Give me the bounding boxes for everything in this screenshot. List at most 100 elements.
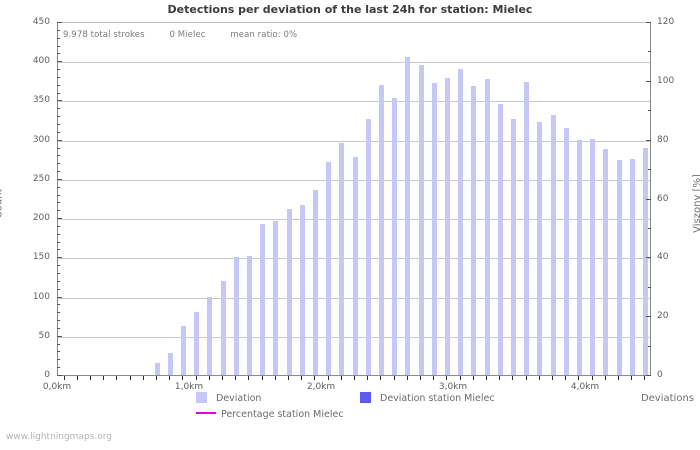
bar bbox=[339, 142, 345, 375]
x-axis-tick bbox=[565, 376, 567, 380]
y-axis-minor-tick bbox=[57, 53, 60, 55]
y-axis-left-tick-label: 150 bbox=[32, 252, 50, 263]
bar bbox=[524, 82, 530, 375]
y-axis-minor-tick bbox=[57, 320, 60, 322]
x-axis-tick bbox=[169, 376, 171, 380]
x-axis-tick bbox=[274, 376, 276, 380]
y2-axis-minor-tick bbox=[648, 169, 651, 171]
y-axis-major-tick bbox=[57, 100, 62, 102]
y-axis-minor-tick bbox=[57, 147, 60, 149]
legend-line-swatch bbox=[196, 412, 216, 414]
x-axis-tick bbox=[340, 376, 342, 380]
bar bbox=[497, 104, 503, 375]
legend-item[interactable]: Deviation station Mielec bbox=[360, 392, 495, 404]
y-axis-right-tick-label: 100 bbox=[657, 75, 675, 86]
bar bbox=[484, 79, 490, 375]
bar bbox=[154, 363, 160, 375]
x-axis-tick bbox=[354, 376, 355, 380]
y-axis-major-tick bbox=[57, 375, 62, 376]
x-axis-tick bbox=[248, 376, 250, 380]
x-axis-tick bbox=[208, 376, 210, 380]
y-axis-minor-tick bbox=[57, 359, 60, 361]
x-axis-tick bbox=[76, 376, 78, 380]
y-axis-minor-tick bbox=[57, 367, 60, 369]
bar bbox=[378, 84, 384, 375]
y-axis-minor-tick bbox=[57, 288, 60, 290]
y-axis-minor-tick bbox=[57, 241, 60, 243]
x-axis-tick bbox=[314, 376, 316, 380]
x-axis-tick bbox=[486, 376, 487, 380]
bar bbox=[537, 121, 543, 375]
x-axis-tick-label: 0,0km bbox=[42, 382, 72, 392]
y-axis-major-tick bbox=[57, 22, 62, 23]
bar bbox=[458, 69, 464, 375]
y-axis-minor-tick bbox=[57, 163, 60, 165]
bar bbox=[563, 127, 569, 375]
gridline bbox=[58, 140, 650, 142]
legend-label: Deviation bbox=[216, 393, 262, 404]
x-axis-tick bbox=[327, 376, 329, 380]
x-axis-tick bbox=[116, 376, 118, 380]
x-axis-tick bbox=[380, 376, 382, 380]
y-axis-left-tick-label: 0 bbox=[44, 370, 50, 380]
y-axis-right-tick-label: 120 bbox=[657, 17, 675, 27]
y-axis-right-tick-label: 0 bbox=[657, 370, 663, 380]
x-axis-tick bbox=[525, 376, 527, 380]
legend-item[interactable]: Percentage station Mielec bbox=[196, 409, 344, 420]
bar bbox=[194, 312, 200, 375]
y-axis-left-tick-label: 300 bbox=[32, 134, 50, 145]
x-axis-tick bbox=[459, 376, 461, 380]
y-axis-right-tick-label: 60 bbox=[657, 193, 669, 204]
y-axis-minor-tick bbox=[57, 233, 60, 235]
y-axis-minor-tick bbox=[57, 273, 60, 275]
y2-axis-minor-tick bbox=[648, 110, 651, 112]
y-axis-minor-tick bbox=[57, 280, 60, 282]
y-axis-minor-tick bbox=[57, 202, 60, 204]
x-axis-tick bbox=[433, 376, 435, 380]
y2-axis-minor-tick bbox=[648, 345, 651, 347]
y2-axis-major-tick bbox=[646, 139, 651, 141]
legend-item[interactable]: Deviation bbox=[196, 392, 261, 404]
annotation-station-count: 0 Mielec bbox=[169, 30, 206, 40]
y-axis-minor-tick bbox=[57, 304, 60, 306]
y-axis-major-tick bbox=[57, 218, 62, 220]
annotation-mean-ratio: mean ratio: 0% bbox=[230, 30, 298, 40]
y-axis-minor-tick bbox=[57, 69, 60, 71]
y-axis-major-tick bbox=[57, 335, 62, 337]
y-axis-minor-tick bbox=[57, 171, 60, 173]
y-axis-major-tick bbox=[57, 257, 62, 259]
y-axis-right-tick-label: 80 bbox=[657, 134, 669, 145]
y-axis-left-tick-label: 450 bbox=[32, 17, 50, 27]
x-axis-tick bbox=[578, 376, 580, 380]
y-axis-minor-tick bbox=[57, 194, 60, 196]
y-axis-left-tick-label: 100 bbox=[32, 291, 50, 302]
bar bbox=[392, 98, 398, 375]
x-axis-tick bbox=[644, 376, 646, 380]
bar bbox=[299, 204, 305, 375]
x-axis-tick bbox=[235, 376, 237, 380]
x-axis-tick bbox=[472, 376, 474, 380]
gridline bbox=[58, 62, 650, 64]
y-axis-minor-tick bbox=[57, 265, 60, 267]
y-axis-left-title: Count bbox=[0, 188, 5, 219]
x-axis-tick-label: 1,0km bbox=[174, 382, 204, 392]
bar bbox=[326, 162, 332, 375]
y-axis-left-tick-label: 50 bbox=[38, 330, 50, 341]
bar bbox=[365, 118, 371, 375]
y2-axis-minor-tick bbox=[648, 51, 651, 53]
x-axis-title: Deviations bbox=[640, 393, 694, 404]
plot-area bbox=[57, 22, 651, 375]
bar bbox=[286, 209, 292, 375]
y-axis-major-tick bbox=[57, 139, 62, 141]
y-axis-minor-tick bbox=[57, 45, 60, 47]
y-axis-minor-tick bbox=[57, 186, 60, 188]
y-axis-minor-tick bbox=[57, 108, 60, 110]
y-axis-minor-tick bbox=[57, 249, 60, 251]
y-axis-minor-tick bbox=[57, 37, 60, 39]
y2-axis-major-tick bbox=[646, 22, 651, 23]
bar bbox=[273, 221, 279, 375]
y-axis-major-tick bbox=[57, 61, 62, 63]
bar bbox=[405, 57, 411, 375]
legend-label: Deviation station Mielec bbox=[380, 393, 495, 404]
y-axis-minor-tick bbox=[57, 312, 60, 314]
